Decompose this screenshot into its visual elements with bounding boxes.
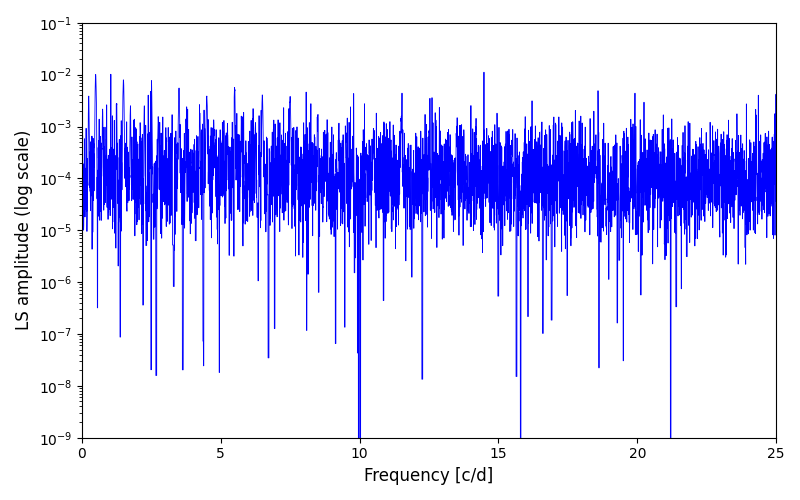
Y-axis label: LS amplitude (log scale): LS amplitude (log scale): [15, 130, 33, 330]
X-axis label: Frequency [c/d]: Frequency [c/d]: [364, 467, 494, 485]
